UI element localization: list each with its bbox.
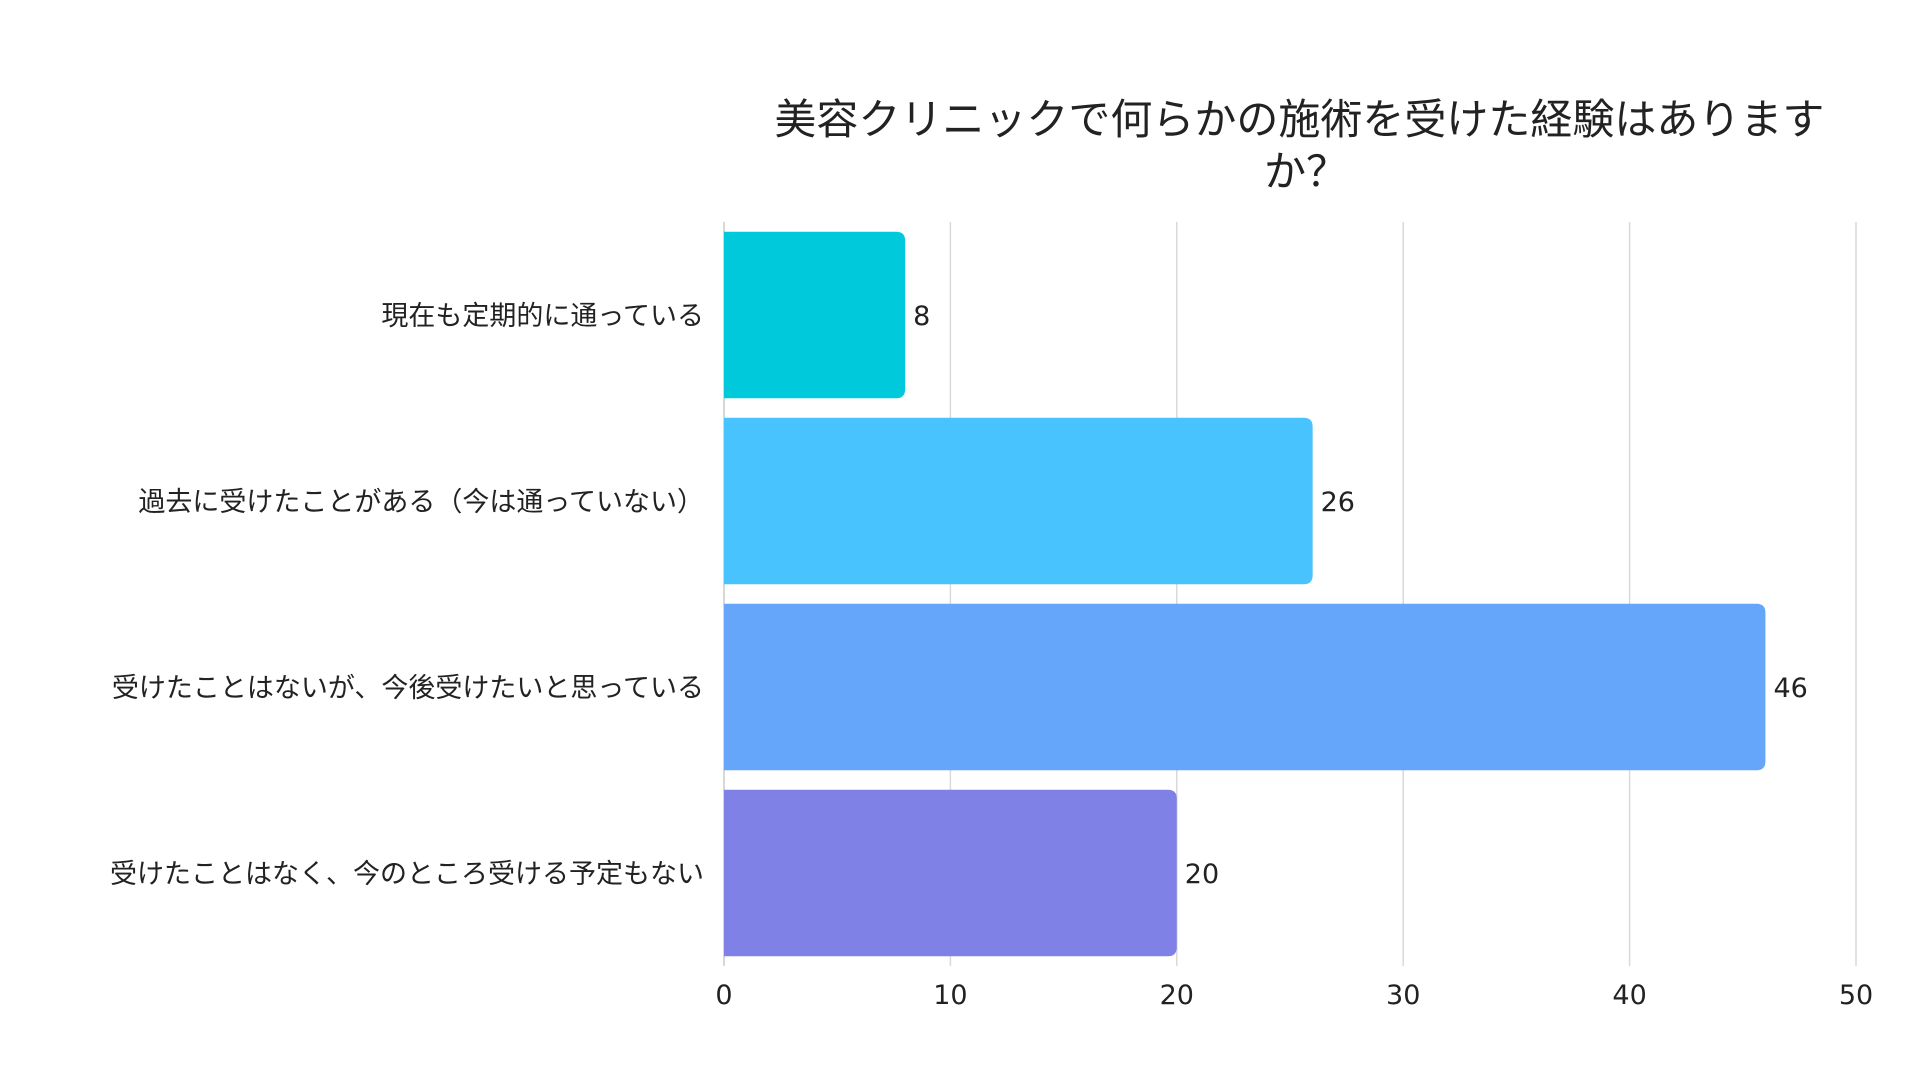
x-tick-label: 10 [933, 980, 967, 1011]
chart-title: 美容クリニックで何らかの施術を受けた経験はあります か？ [774, 95, 1837, 196]
bar-2 [724, 417, 1313, 585]
x-tick-label: 30 [1386, 980, 1420, 1011]
bar-4 [724, 789, 1177, 957]
x-tick-label: 50 [1839, 980, 1873, 1011]
value-label: 8 [913, 301, 930, 332]
bar-3 [724, 603, 1766, 771]
chart-title-line-2: か？ [1264, 147, 1348, 196]
category-label: 過去に受けたことがある（今は通っていない） [138, 487, 704, 518]
x-tick-label: 40 [1612, 980, 1646, 1011]
bars [724, 231, 1766, 957]
value-label: 20 [1185, 859, 1219, 890]
chart-title-line-1: 美容クリニックで何らかの施術を受けた経験はあります [774, 95, 1824, 144]
category-label: 受けたことはないが、今後受けたいと思っている [112, 673, 704, 704]
value-label: 26 [1321, 487, 1355, 518]
value-label: 46 [1773, 673, 1807, 704]
x-tick-label: 20 [1160, 980, 1194, 1011]
category-label: 現在も定期的に通っている [381, 301, 704, 332]
labels: 0 10 20 30 40 50 現在も定期的に通っている 8 過去に受けたことがある（今は通っ… [110, 301, 1873, 1011]
x-tick-label: 0 [715, 980, 732, 1011]
bar-1 [724, 231, 906, 399]
category-label: 受けたことはなく、今のところ受ける予定もない [110, 859, 704, 890]
